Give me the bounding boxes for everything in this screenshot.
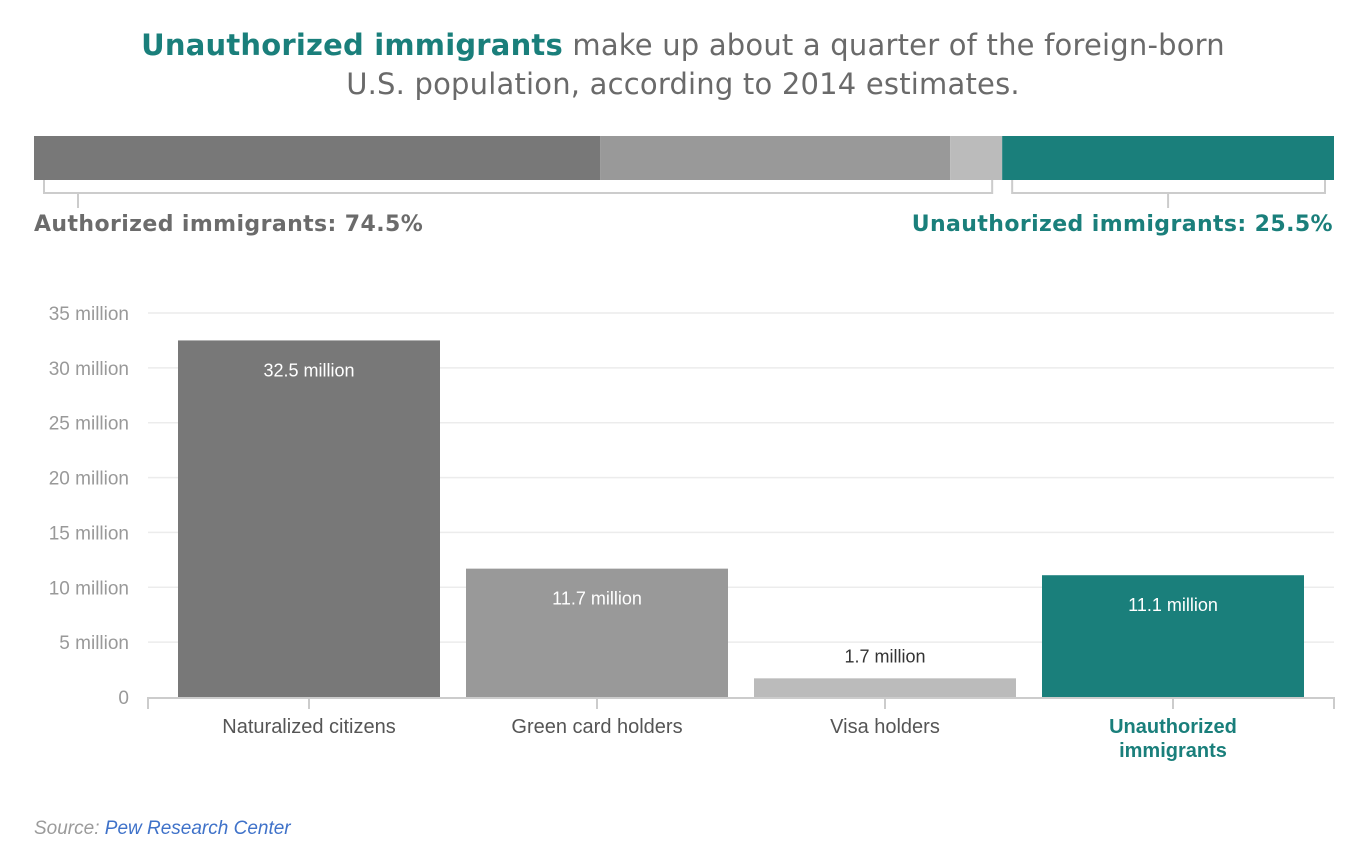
bar [178, 340, 440, 697]
source-link[interactable]: Pew Research Center [104, 818, 291, 839]
unauthorized-share-label: Unauthorized immigrants: 25.5% [911, 212, 1333, 237]
y-axis-labels: 0 5 million 10 million 15 million 20 million… [49, 304, 129, 709]
data-label: 1.7 million [844, 646, 925, 666]
bar [1042, 575, 1304, 697]
y-tick-label: 0 [118, 688, 129, 709]
title-highlight: Unauthorized immigrants [141, 28, 563, 62]
x-axis-labels: Naturalized citizens Green card holders Vi… [222, 716, 1237, 762]
stack-segment [34, 136, 601, 180]
data-label: 32.5 million [263, 360, 354, 380]
y-tick-label: 30 million [49, 359, 129, 380]
y-tick-label: 20 million [49, 469, 129, 490]
bracket [43, 180, 994, 194]
y-tick-label: 5 million [59, 633, 129, 654]
x-axis [147, 697, 1335, 709]
stacked-share-bar [34, 136, 1334, 180]
stack-segment [950, 136, 1003, 180]
y-tick-label: 15 million [49, 523, 129, 544]
bars [178, 340, 1304, 697]
bracket [1011, 180, 1326, 194]
x-tick-label: Naturalized citizens [222, 716, 395, 738]
y-tick-label: 25 million [49, 414, 129, 435]
chart-title: Unauthorized immigrants make up about a … [0, 26, 1360, 104]
x-tick-label: immigrants [1119, 740, 1227, 762]
bar [754, 678, 1016, 697]
x-tick-label: Green card holders [511, 716, 682, 738]
title-line2: U.S. population, according to 2014 estim… [346, 67, 1020, 101]
data-labels: 32.5 million 11.7 million 1.7 million 11.1 … [263, 360, 1217, 666]
stack-segment [1002, 136, 1334, 180]
y-tick-label: 35 million [49, 304, 129, 325]
data-label: 11.1 million [1128, 595, 1218, 615]
title-line1: make up about a quarter of the foreign-b… [562, 28, 1225, 62]
authorized-share-label: Authorized immigrants: 74.5% [34, 212, 424, 237]
x-tick-label: Visa holders [830, 716, 940, 738]
bar [466, 568, 728, 697]
source-note: Source: Pew Research Center [34, 818, 291, 840]
share-brackets [43, 180, 1326, 208]
data-label: 11.7 million [552, 589, 642, 609]
y-tick-label: 10 million [49, 578, 129, 599]
stack-segment [600, 136, 951, 180]
source-prefix: Source: [34, 818, 105, 839]
x-tick-label: Unauthorized [1109, 716, 1237, 738]
